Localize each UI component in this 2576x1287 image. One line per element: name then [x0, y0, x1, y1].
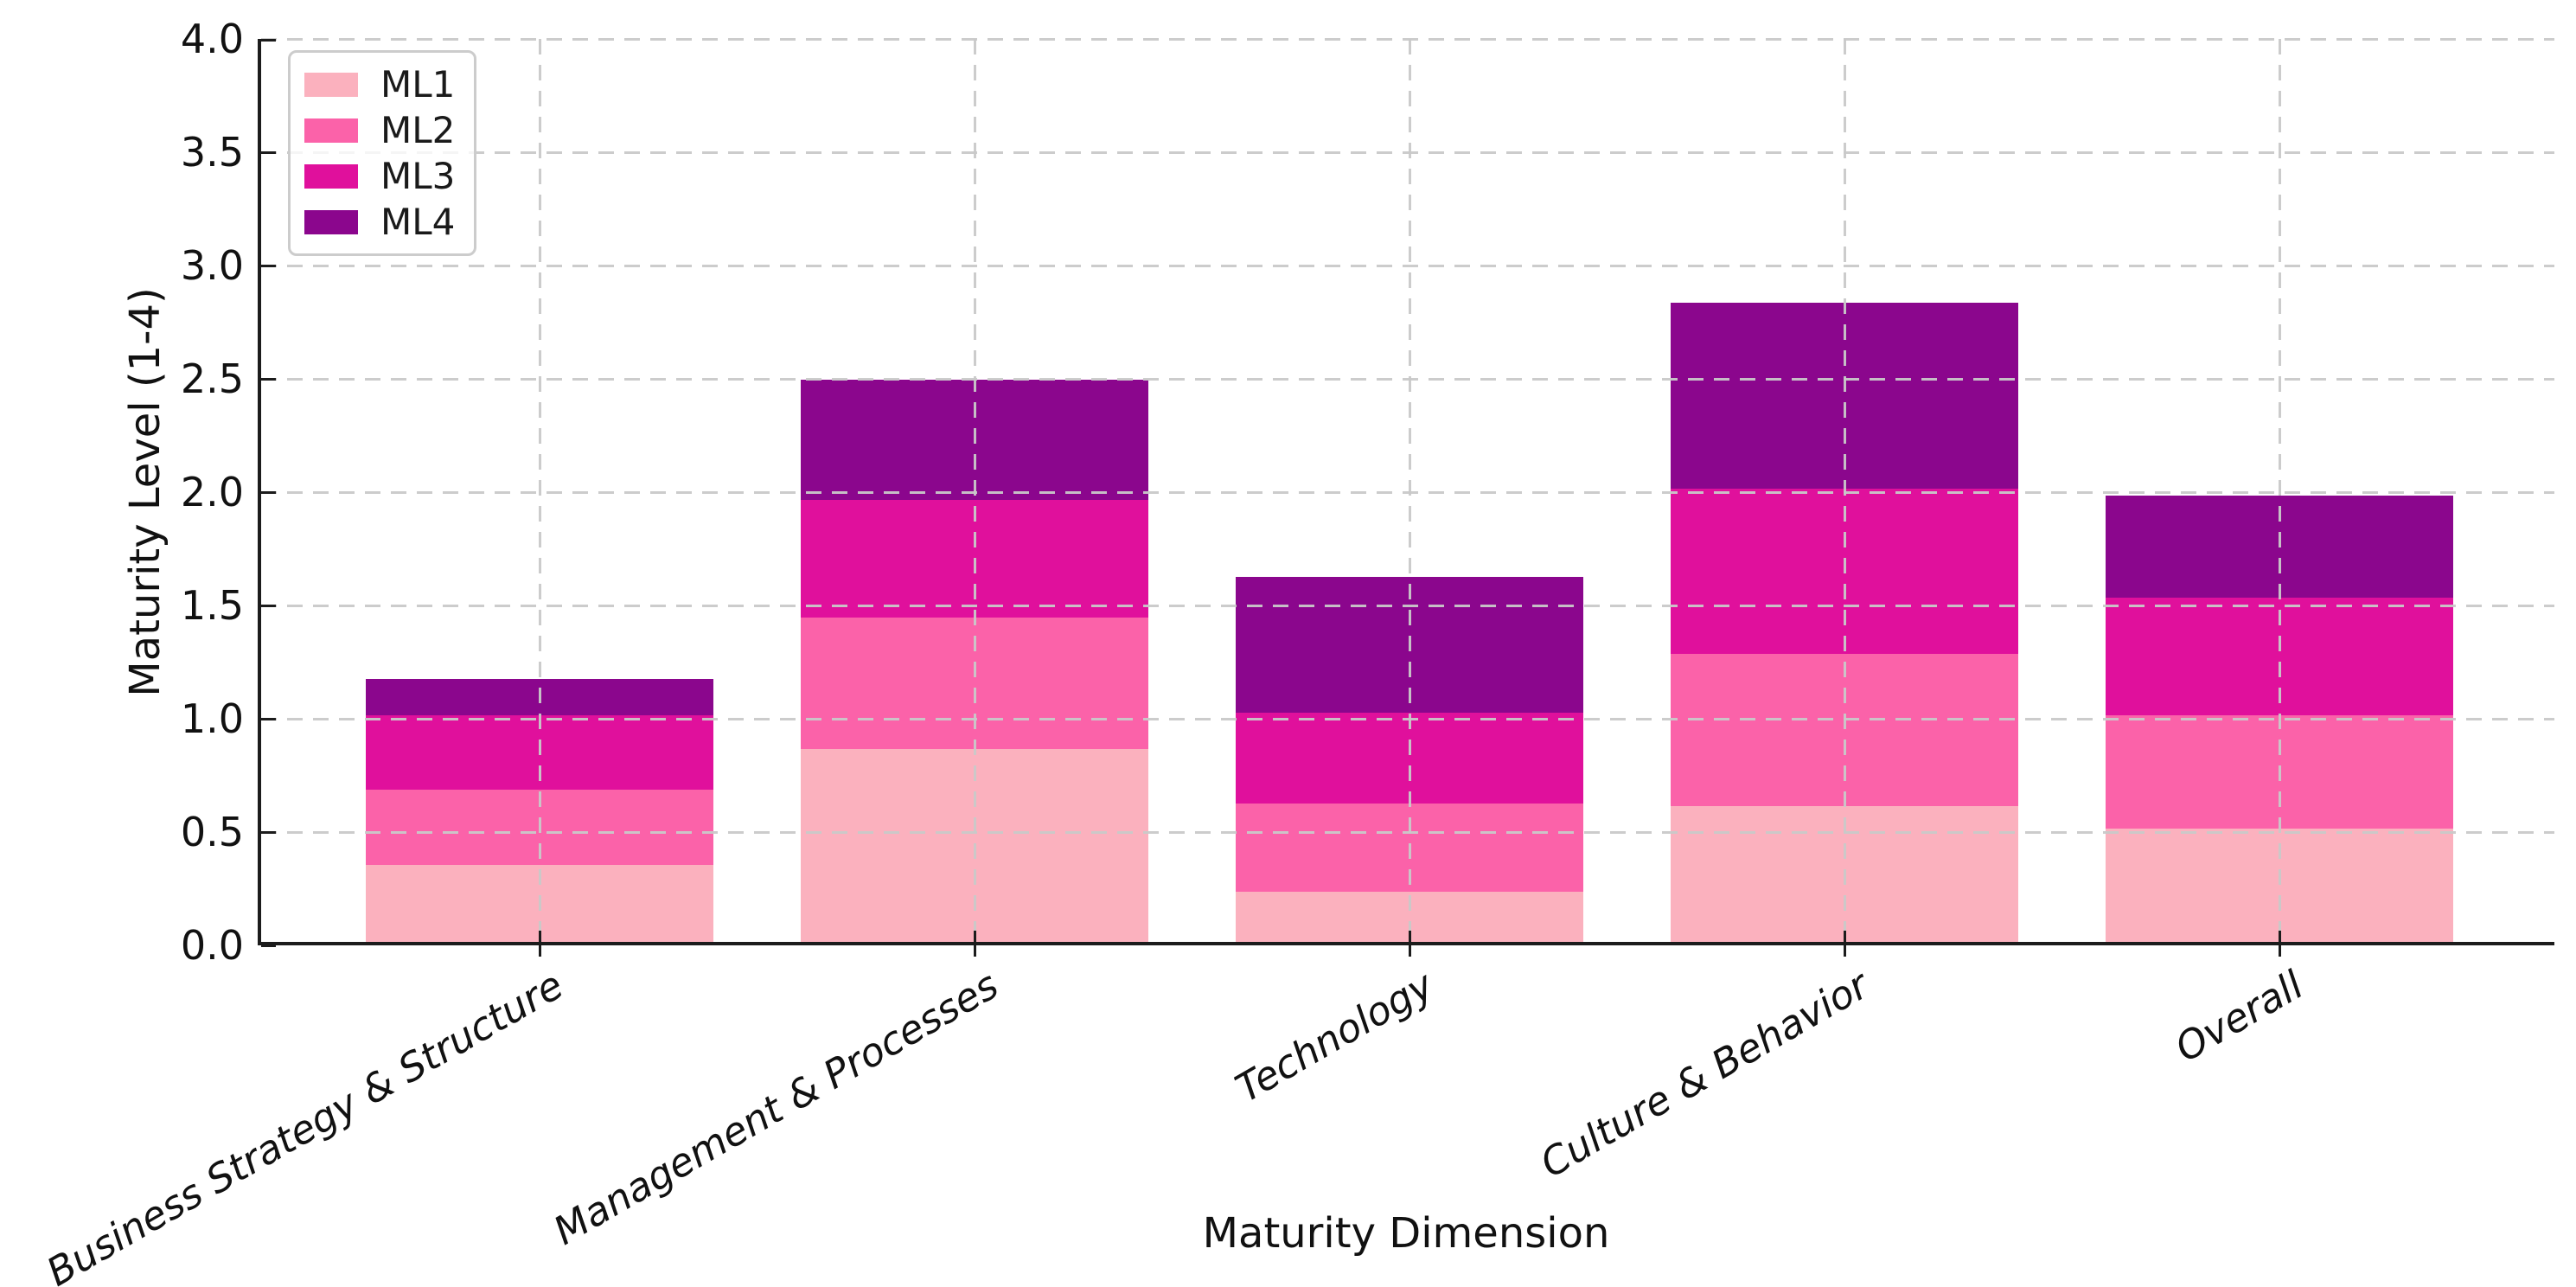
x-gridline — [538, 39, 541, 942]
ml3-color-swatch — [304, 163, 358, 189]
y-tick-mark — [261, 717, 276, 720]
y-tick-label: 1.0 — [180, 695, 244, 742]
y-gridline — [261, 490, 2554, 494]
y-tick-mark — [261, 39, 276, 42]
y-tick-mark — [261, 377, 276, 381]
legend-item-ml4: ML4 — [304, 199, 455, 245]
x-tick-label: Business Strategy & Structure — [39, 962, 572, 1287]
y-tick-label: 3.0 — [180, 242, 244, 289]
x-tick-mark — [538, 931, 541, 957]
y-gridline — [261, 604, 2554, 607]
tick-layer — [261, 39, 2554, 957]
x-tick-label: Overall — [2167, 962, 2311, 1072]
x-tick-mark — [1843, 931, 1846, 957]
x-tick-label: Management & Processes — [546, 962, 1007, 1254]
ml1-color-swatch — [304, 72, 358, 97]
y-tick-label: 2.5 — [180, 355, 244, 402]
legend-item-ml2: ML2 — [304, 107, 455, 153]
legend: ML1 ML2 ML3 ML4 — [288, 50, 477, 256]
y-tick-label: 0.0 — [180, 922, 244, 969]
y-tick-mark — [261, 604, 276, 607]
x-gridline — [1843, 39, 1846, 942]
y-gridline — [261, 37, 2554, 41]
y-tick-mark — [261, 944, 276, 947]
legend-label: ML3 — [380, 155, 456, 197]
y-tick-label: 4.0 — [180, 16, 244, 62]
y-gridline — [261, 830, 2554, 834]
x-gridline — [1408, 39, 1411, 942]
x-tick-mark — [1408, 931, 1411, 957]
x-tick-label: Technology — [1227, 962, 1441, 1111]
x-tick-mark — [973, 931, 976, 957]
legend-item-ml1: ML1 — [304, 61, 455, 107]
x-gridline — [2278, 39, 2281, 942]
legend-label: ML2 — [380, 109, 456, 151]
plot-area — [258, 37, 2554, 957]
grid-layer — [261, 37, 2554, 942]
y-tick-label: 1.5 — [180, 582, 244, 629]
y-tick-label: 0.5 — [180, 809, 244, 855]
y-tick-label: 2.0 — [180, 469, 244, 515]
legend-item-ml3: ML3 — [304, 153, 455, 199]
x-tick-label: Culture & Behavior — [1532, 962, 1876, 1188]
legend-label: ML4 — [380, 201, 456, 243]
x-tick-mark — [2278, 931, 2281, 957]
y-tick-mark — [261, 264, 276, 267]
y-tick-mark — [261, 150, 276, 154]
y-tick-label: 3.5 — [180, 129, 244, 176]
x-gridline — [973, 39, 976, 942]
y-tick-mark — [261, 830, 276, 834]
ml4-color-swatch — [304, 209, 358, 234]
y-gridline — [261, 150, 2554, 154]
y-gridline — [261, 264, 2554, 267]
legend-label: ML1 — [380, 63, 456, 106]
ml2-color-swatch — [304, 118, 358, 143]
x-axis-title: Maturity Dimension — [1202, 1209, 1610, 1258]
y-gridline — [261, 377, 2554, 381]
y-tick-mark — [261, 490, 276, 494]
y-gridline — [261, 717, 2554, 720]
